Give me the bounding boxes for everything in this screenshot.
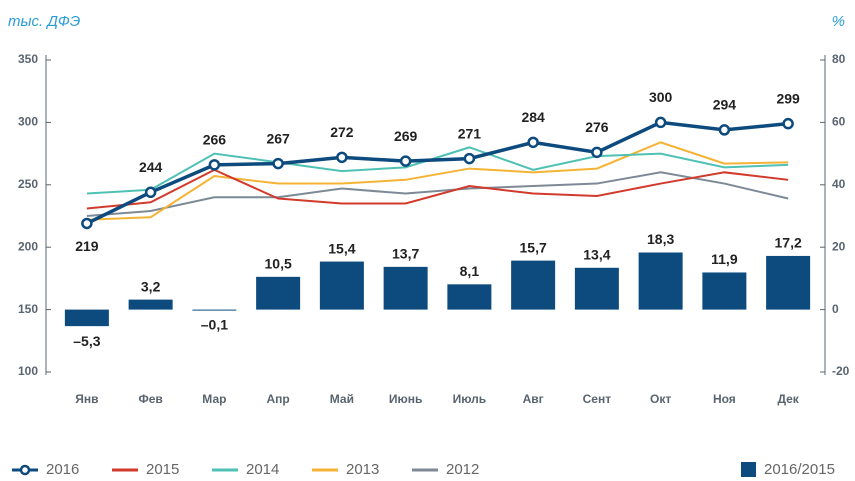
point-label: 244: [139, 159, 163, 175]
bar-label: 10,5: [265, 256, 292, 272]
legend-label: 2013: [346, 461, 379, 478]
line-marker: [208, 159, 221, 171]
line-marker: [144, 186, 157, 199]
x-tick-label: Мар: [202, 392, 226, 406]
x-tick-label: Ноя: [713, 392, 736, 406]
legend-marker: [19, 464, 31, 476]
line-marker: [527, 136, 539, 149]
y-axis-label: тыс. ДФЭ: [8, 13, 80, 30]
bar: [319, 261, 364, 310]
line-marker: [591, 146, 603, 159]
bar-label: 11,9: [711, 251, 738, 267]
bar: [256, 276, 301, 310]
bar-label: 17,2: [775, 235, 802, 251]
line: [86, 141, 789, 221]
line: [86, 168, 789, 210]
y-tick-label: 200: [18, 239, 38, 253]
legend-label: 2014: [246, 461, 279, 478]
line-marker: [272, 157, 284, 170]
y2-tick-label: 80: [832, 52, 846, 66]
y-tick-label: 350: [18, 52, 38, 66]
bar: [128, 299, 173, 310]
legend-label: 2015: [146, 461, 179, 478]
point-label: 300: [649, 89, 673, 105]
bar-label: 15,7: [520, 239, 547, 255]
line-marker: [782, 117, 794, 130]
x-tick-label: Июль: [453, 392, 487, 406]
bar: [638, 252, 683, 310]
bar-label: 8,1: [460, 263, 480, 279]
y2-tick-label: 40: [832, 177, 846, 191]
point-label: 219: [75, 238, 99, 254]
x-tick-label: Апр: [267, 392, 290, 406]
x-tick-label: Июнь: [389, 392, 423, 406]
point-label: 269: [394, 128, 418, 144]
legend-label: 2012: [446, 461, 479, 478]
x-tick-label: Фев: [138, 392, 162, 406]
x-tick-label: Сент: [583, 392, 612, 406]
x-tick-label: Май: [330, 392, 354, 406]
y2-axis-label: %: [832, 13, 845, 30]
line-marker: [654, 116, 667, 129]
line: [86, 146, 789, 195]
point-label: 266: [203, 132, 227, 148]
line-marker: [81, 217, 93, 230]
bar: [64, 309, 109, 327]
bar: [702, 272, 747, 310]
x-tick-label: Дек: [777, 392, 799, 406]
y2-tick-label: 60: [832, 115, 846, 129]
point-label: 267: [266, 130, 290, 146]
bar-label: 13,7: [392, 246, 419, 262]
bar: [192, 309, 237, 311]
line-marker: [336, 151, 348, 164]
y2-tick-label: 0: [832, 302, 839, 316]
bar: [766, 255, 811, 310]
bar: [447, 284, 492, 310]
y-tick-label: 100: [18, 364, 38, 378]
bar-label: 3,2: [141, 278, 161, 294]
point-label: 284: [521, 109, 545, 125]
bar: [574, 267, 619, 310]
y2-tick-label: -20: [832, 364, 850, 378]
y-tick-label: 300: [18, 115, 38, 129]
y-tick-label: 150: [18, 302, 38, 316]
line-marker: [399, 155, 412, 167]
legend-swatch: [741, 462, 756, 477]
line: [86, 120, 789, 226]
point-label: 272: [330, 124, 354, 140]
line: [86, 171, 789, 217]
point-label: 294: [713, 97, 737, 113]
bar-label: –5,3: [73, 333, 100, 349]
legend-label: 2016/2015: [764, 461, 835, 478]
bar-label: 18,3: [647, 231, 674, 247]
line-marker: [718, 124, 731, 136]
bar-label: 13,4: [583, 246, 610, 262]
x-tick-label: Янв: [75, 392, 98, 406]
y-tick-label: 250: [18, 177, 38, 191]
bar: [383, 266, 428, 310]
bar-label: –0,1: [201, 317, 228, 333]
x-tick-label: Окт: [650, 392, 671, 406]
legend-label: 2016: [46, 461, 79, 478]
point-label: 299: [776, 90, 800, 106]
x-tick-label: Авг: [523, 392, 544, 406]
bar: [511, 260, 556, 310]
point-label: 271: [458, 125, 482, 141]
line-marker: [463, 152, 476, 165]
y2-tick-label: 20: [832, 239, 846, 253]
bar-label: 15,4: [328, 240, 355, 256]
point-label: 276: [585, 119, 609, 135]
